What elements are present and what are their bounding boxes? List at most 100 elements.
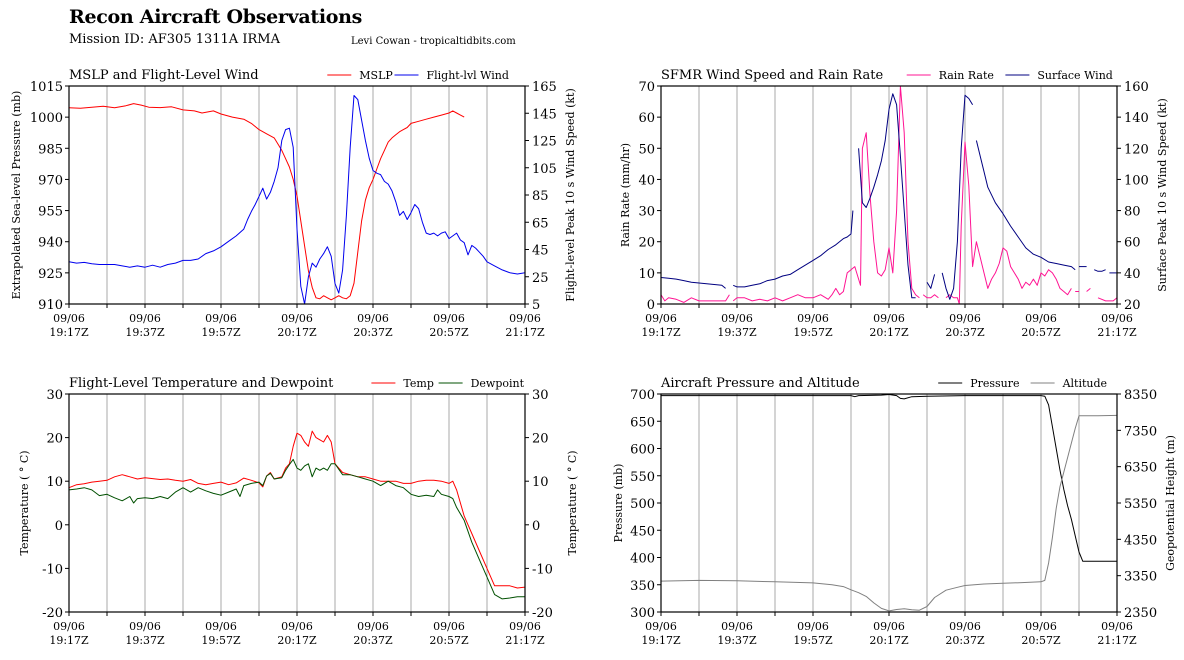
y-tick-label-left: -20 xyxy=(42,606,63,621)
x-tick-date: 09/06 xyxy=(357,620,389,633)
y-axis-label-left: Pressure (mb) xyxy=(612,464,625,543)
legend-label: Altitude xyxy=(1062,377,1107,390)
y-tick-label-left: 60 xyxy=(638,111,655,126)
y-tick-label-left: 10 xyxy=(638,267,655,282)
plot-frame xyxy=(68,393,526,613)
y-tick-label-left: 600 xyxy=(630,443,655,458)
y-tick-label-left: 925 xyxy=(38,267,63,282)
legend-item: MSLP xyxy=(327,69,393,82)
x-tick-time: 19:57Z xyxy=(201,326,241,339)
chart-temp-dew: 09/0619:17Z09/0619:37Z09/0619:57Z09/0620… xyxy=(18,376,579,647)
x-tick-date: 09/06 xyxy=(53,312,85,325)
series-line-surface-wind xyxy=(1094,269,1106,272)
y-tick-label-right: 20 xyxy=(1124,298,1141,313)
x-tick-date: 09/06 xyxy=(645,312,677,325)
x-tick-date: 09/06 xyxy=(873,312,905,325)
y-tick-label-left: 940 xyxy=(38,236,63,251)
credit-text: Levi Cowan - tropicaltidbits.com xyxy=(351,36,516,47)
y-axis-label-left: Temperature ( ° C) xyxy=(18,450,31,555)
y-tick-label-right: 80 xyxy=(1124,205,1141,220)
y-tick-label-left: 70 xyxy=(638,80,655,95)
x-tick-date: 09/06 xyxy=(433,620,465,633)
legend-label: Temp xyxy=(403,377,433,390)
y-tick-label-left: 30 xyxy=(46,388,63,403)
x-tick-time: 19:57Z xyxy=(793,634,833,647)
x-tick-date: 09/06 xyxy=(1025,620,1057,633)
plot-frame xyxy=(68,85,526,305)
legend-item: Dewpoint xyxy=(438,377,525,390)
x-tick-time: 20:37Z xyxy=(353,326,393,339)
legend-item: Temp xyxy=(371,377,434,390)
y-tick-label-right: 8350 xyxy=(1124,388,1157,403)
x-tick-date: 09/06 xyxy=(129,312,161,325)
y-tick-label-right: 7350 xyxy=(1124,424,1157,439)
x-tick-time: 20:17Z xyxy=(869,326,909,339)
y-tick-label-left: 400 xyxy=(630,552,655,567)
legend-label: Flight-lvl Wind xyxy=(427,69,509,82)
y-tick-label-right: 145 xyxy=(532,107,557,122)
y-tick-label-left: 300 xyxy=(630,606,655,621)
chart-mslp-wind: 09/0619:17Z09/0619:37Z09/0619:57Z09/0620… xyxy=(10,68,577,339)
y-tick-label-right: 140 xyxy=(1124,111,1149,126)
y-tick-label-left: 500 xyxy=(630,497,655,512)
series-line-surface-wind xyxy=(733,210,854,288)
x-tick-time: 21:17Z xyxy=(1097,634,1137,647)
y-tick-label-right: 10 xyxy=(532,475,549,490)
x-tick-time: 20:57Z xyxy=(1021,326,1061,339)
x-tick-time: 20:37Z xyxy=(945,326,985,339)
x-tick-date: 09/06 xyxy=(1101,620,1133,633)
y-tick-label-left: -10 xyxy=(42,562,63,577)
x-tick-time: 21:17Z xyxy=(505,326,545,339)
legend-item: Surface Wind xyxy=(1005,69,1113,82)
series-line-altitude xyxy=(660,414,1118,612)
y-tick-label-right: 105 xyxy=(532,162,557,177)
y-tick-label-left: 0 xyxy=(647,298,655,313)
x-tick-time: 19:57Z xyxy=(201,634,241,647)
x-tick-date: 09/06 xyxy=(645,620,677,633)
mission-id: Mission ID: AF305 1311A IRMA xyxy=(69,32,280,47)
y-tick-label-left: 910 xyxy=(38,298,63,313)
y-tick-label-right: 5 xyxy=(532,298,540,313)
x-tick-date: 09/06 xyxy=(721,312,753,325)
y-tick-label-left: 50 xyxy=(638,142,655,157)
y-tick-label-right: 125 xyxy=(532,135,557,150)
y-axis-label-right: Flight-level Peak 10 s Wind Speed (kt) xyxy=(564,88,577,302)
x-tick-time: 19:37Z xyxy=(717,634,757,647)
y-tick-label-right: 30 xyxy=(532,388,549,403)
series-line-rain-rate xyxy=(1097,297,1118,302)
x-tick-time: 20:37Z xyxy=(353,634,393,647)
x-tick-time: 19:37Z xyxy=(125,634,165,647)
series-line-surface-wind xyxy=(926,274,936,289)
y-tick-label-right: 160 xyxy=(1124,80,1149,95)
y-tick-label-left: 955 xyxy=(38,205,63,220)
x-tick-time: 20:17Z xyxy=(869,634,909,647)
y-tick-label-right: 100 xyxy=(1124,173,1149,188)
y-tick-label-right: 0 xyxy=(532,519,540,534)
y-tick-label-right: 45 xyxy=(532,244,549,259)
y-axis-label-right: Geopotential Height (m) xyxy=(1164,435,1177,571)
y-tick-label-left: 700 xyxy=(630,388,655,403)
y-tick-label-left: 1000 xyxy=(30,111,63,126)
chart-title: SFMR Wind Speed and Rain Rate xyxy=(661,68,883,83)
page-title: Recon Aircraft Observations xyxy=(69,6,363,28)
x-tick-date: 09/06 xyxy=(281,312,313,325)
legend-item: Rain Rate xyxy=(906,69,994,82)
y-tick-label-right: 60 xyxy=(1124,236,1141,251)
series-line-rain-rate xyxy=(732,85,920,302)
series-line-rain-rate xyxy=(660,294,730,303)
series-line-surface-wind xyxy=(660,277,726,289)
plot-frame xyxy=(660,393,1118,613)
x-tick-time: 19:17Z xyxy=(49,634,89,647)
y-tick-label-right: 25 xyxy=(532,271,549,286)
x-tick-date: 09/06 xyxy=(205,312,237,325)
x-tick-time: 21:17Z xyxy=(1097,326,1137,339)
x-tick-date: 09/06 xyxy=(873,620,905,633)
y-tick-label-left: 970 xyxy=(38,173,63,188)
legend-label: Rain Rate xyxy=(939,69,994,82)
y-tick-label-right: 4350 xyxy=(1124,533,1157,548)
chart-sfmr: 09/0619:17Z09/0619:37Z09/0619:57Z09/0620… xyxy=(619,68,1169,339)
x-tick-date: 09/06 xyxy=(1101,312,1133,325)
series-line-dewpoint xyxy=(68,458,525,600)
series-line-surface-wind xyxy=(975,140,1076,271)
